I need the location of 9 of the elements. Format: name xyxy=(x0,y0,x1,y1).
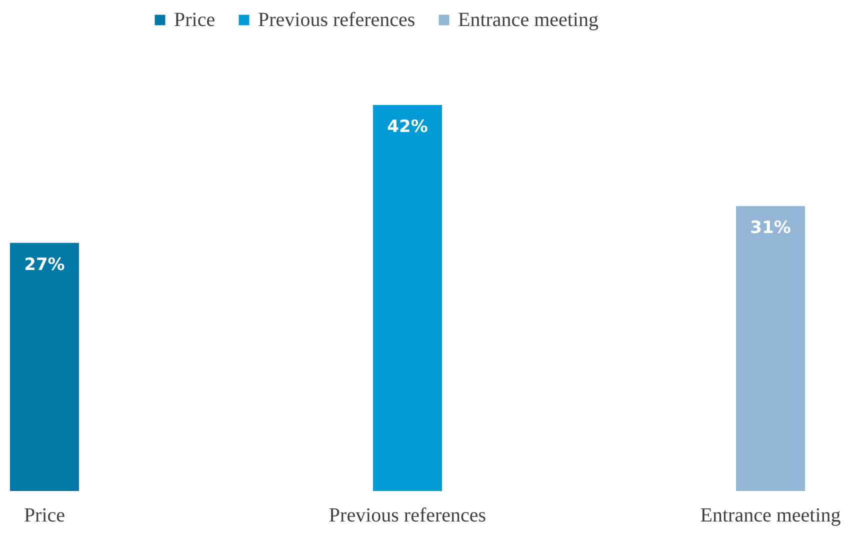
x-tick-label: Price xyxy=(24,504,66,526)
legend-label: Entrance meeting xyxy=(458,9,598,31)
legend-label: Previous references xyxy=(258,9,416,31)
x-tick-label: Entrance meeting xyxy=(700,504,841,526)
data-label: 42% xyxy=(387,117,428,137)
legend-label: Price xyxy=(174,9,216,31)
data-label: 31% xyxy=(750,218,791,238)
x-tick-label: Previous references xyxy=(328,504,486,526)
data-label: 27% xyxy=(24,254,65,275)
